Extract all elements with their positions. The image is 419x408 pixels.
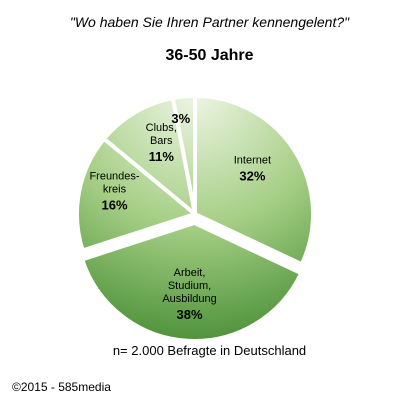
slice-value-label: 38% (177, 307, 203, 322)
pie-chart: Internet 32% Arbeit,Studium,Ausbildung 38% F… (75, 94, 315, 340)
slice-value-label: 32% (239, 169, 265, 184)
pie-slice (102, 96, 197, 216)
slice-label: Freundes- (89, 170, 139, 182)
slice-label: Clubs, (146, 122, 177, 134)
slice-label: kreis (103, 183, 127, 195)
pie-slice (80, 220, 304, 340)
copyright-text: ©2015 - 585media (12, 380, 111, 394)
slice-label: Bars (150, 135, 173, 147)
sample-note: n= 2.000 Befragte in Deutschland (112, 343, 307, 358)
slice-label: Studium, (168, 280, 211, 292)
slice-label: Ausbildung (162, 293, 216, 305)
chart-title: "Wo haben Sie Ihren Partner kennengelent… (69, 14, 350, 30)
slice-value-label: 16% (102, 197, 128, 212)
pie-slice (170, 94, 197, 216)
slice-label: Arbeit, (174, 267, 206, 279)
slice-label: Internet (234, 155, 271, 167)
slice-value-label: 3% (171, 111, 190, 126)
slice-value-label: 11% (149, 149, 175, 164)
pie-slice (193, 94, 315, 267)
chart-subtitle: 36-50 Jahre (165, 47, 254, 64)
pie-slice (75, 136, 197, 253)
